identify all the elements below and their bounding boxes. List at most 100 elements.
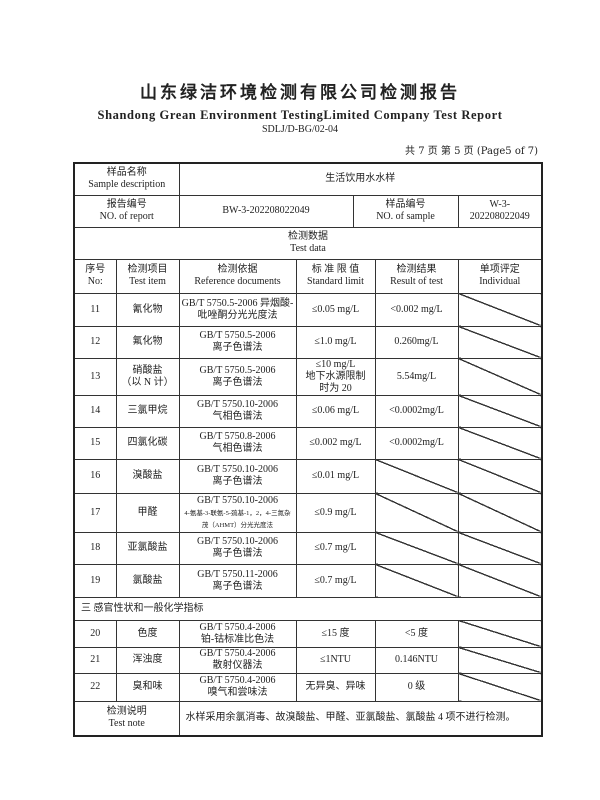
individual-evaluation bbox=[457, 292, 543, 327]
report-subtitle: Shandong Grean Environment TestingLimite… bbox=[97, 108, 503, 122]
document-code: SDLJ/D-BG/02-04 bbox=[261, 124, 339, 135]
individual-evaluation bbox=[457, 426, 543, 460]
test-result: <0.0002mg/L bbox=[374, 394, 459, 428]
reference-document: GB/T 5750.10-2006 离子色谱法 bbox=[178, 458, 297, 494]
column-header-reference: 检测依据 Reference documents bbox=[178, 258, 297, 294]
standard-limit: ≤0.7 mg/L bbox=[295, 531, 376, 565]
test-item: 臭和味 bbox=[115, 672, 180, 702]
test-result: 0 级 bbox=[374, 672, 459, 702]
test-result bbox=[374, 458, 459, 494]
table-row: 18 亚氯酸盐 GB/T 5750.10-2006 离子色谱法 ≤0.7 mg/L bbox=[73, 531, 543, 565]
reference-method: 4-氨基-3-联氨-5-巯基-1，2，4-三氮杂茂（AHMT）分光光度法 bbox=[184, 509, 291, 529]
reference-document: GB/T 5750.4-2006 铂-钴标准比色法 bbox=[178, 619, 297, 648]
standard-limit: ≤15 度 bbox=[295, 619, 376, 648]
test-item: 硝酸盐 （以 N 计） bbox=[115, 357, 180, 396]
sample-number-label: 样品编号 NO. of sample bbox=[352, 194, 459, 228]
row-number: 16 bbox=[73, 458, 117, 494]
standard-limit: ≤1NTU bbox=[295, 646, 376, 674]
individual-evaluation bbox=[457, 492, 543, 533]
test-result: <0.0002mg/L bbox=[374, 426, 459, 460]
test-item: 氟化物 bbox=[115, 325, 180, 359]
column-header-result: 检测结果 Result of test bbox=[374, 258, 459, 294]
standard-limit: ≤0.002 mg/L bbox=[295, 426, 376, 460]
individual-evaluation bbox=[457, 672, 543, 702]
test-item: 溴酸盐 bbox=[115, 458, 180, 494]
row-number: 22 bbox=[73, 672, 117, 702]
reference-document: GB/T 5750.5-2006 离子色谱法 bbox=[178, 325, 297, 359]
reference-document: GB/T 5750.10-2006 离子色谱法 bbox=[178, 531, 297, 565]
standard-limit: ≤0.05 mg/L bbox=[295, 292, 376, 327]
test-item: 浑浊度 bbox=[115, 646, 180, 674]
reference-document: GB/T 5750.11-2006 离子色谱法 bbox=[178, 563, 297, 598]
test-item: 三氯甲烷 bbox=[115, 394, 180, 428]
report-number-label: 报告编号 NO. of report bbox=[73, 194, 180, 228]
column-header-no: 序号 No: bbox=[73, 258, 117, 294]
individual-evaluation bbox=[457, 531, 543, 565]
row-number: 21 bbox=[73, 646, 117, 674]
test-report-table: 样品名称 Sample description 生活饮用水水样 报告编号 NO. o… bbox=[73, 162, 544, 737]
standard-limit: ≤1.0 mg/L bbox=[295, 325, 376, 359]
standard-limit: 无异臭、异味 bbox=[295, 672, 376, 702]
test-result: <0.002 mg/L bbox=[374, 292, 459, 327]
sample-description-label: 样品名称 Sample description bbox=[73, 162, 180, 196]
column-header-individual: 单项评定 Individual bbox=[457, 258, 543, 294]
test-result: 0.260mg/L bbox=[374, 325, 459, 359]
report-number-value: BW-3-202208022049 bbox=[178, 194, 354, 228]
test-result bbox=[374, 563, 459, 598]
section-row: 三 感官性状和一般化学指标 bbox=[73, 596, 543, 621]
standard-limit: ≤0.01 mg/L bbox=[295, 458, 376, 494]
test-item: 四氯化碳 bbox=[115, 426, 180, 460]
column-header-limit: 标 准 限 值 Standard limit bbox=[295, 258, 376, 294]
individual-evaluation bbox=[457, 325, 543, 359]
table-row: 21 浑浊度 GB/T 5750.4-2006 散射仪器法 ≤1NTU 0.146NTU bbox=[73, 646, 543, 674]
test-data-heading-row: 检测数据 Test data bbox=[73, 226, 543, 260]
individual-evaluation bbox=[457, 394, 543, 428]
standard-limit: ≤0.06 mg/L bbox=[295, 394, 376, 428]
row-number: 13 bbox=[73, 357, 117, 396]
standard-limit: ≤0.7 mg/L bbox=[295, 563, 376, 598]
table-row: 14 三氯甲烷 GB/T 5750.10-2006 气相色谱法 ≤0.06 mg/L <0… bbox=[73, 394, 543, 428]
table-row: 12 氟化物 GB/T 5750.5-2006 离子色谱法 ≤1.0 mg/L 0.260… bbox=[73, 325, 543, 359]
reference-document: GB/T 5750.4-2006 散射仪器法 bbox=[178, 646, 297, 674]
reference-document: GB/T 5750.10-2006 气相色谱法 bbox=[178, 394, 297, 428]
row-number: 11 bbox=[73, 292, 117, 327]
column-header-row: 序号 No: 检测项目 Test item 检测依据 Reference docume… bbox=[73, 258, 543, 294]
test-note-text: 水样采用余氯消毒、故溴酸盐、甲醛、亚氯酸盐、氯酸盐 4 项不进行检测。 bbox=[178, 700, 543, 737]
table-row: 11 氰化物 GB/T 5750.5-2006 异烟酸-吡唑酮分光光度法 ≤0.05 … bbox=[73, 292, 543, 327]
report-number-row: 报告编号 NO. of report BW-3-202208022049 样品编号… bbox=[73, 194, 543, 228]
test-item: 氰化物 bbox=[115, 292, 180, 327]
reference-document: GB/T 5750.5-2006 异烟酸-吡唑酮分光光度法 bbox=[178, 292, 297, 327]
row-number: 12 bbox=[73, 325, 117, 359]
test-note-label: 检测说明 Test note bbox=[73, 700, 180, 737]
row-number: 17 bbox=[73, 492, 117, 533]
test-item: 色度 bbox=[115, 619, 180, 648]
reference-document: GB/T 5750.10-2006 4-氨基-3-联氨-5-巯基-1，2，4-三氮… bbox=[178, 492, 297, 533]
standard-limit: ≤10 mg/L 地下水源限制 时为 20 bbox=[295, 357, 376, 396]
row-number: 15 bbox=[73, 426, 117, 460]
individual-evaluation bbox=[457, 619, 543, 648]
table-row: 22 臭和味 GB/T 5750.4-2006 嗅气和尝味法 无异臭、异味 0 级 bbox=[73, 672, 543, 702]
test-result bbox=[374, 492, 459, 533]
table-row: 16 溴酸盐 GB/T 5750.10-2006 离子色谱法 ≤0.01 mg/L bbox=[73, 458, 543, 494]
test-result bbox=[374, 531, 459, 565]
report-title: 山东绿洁环境检测有限公司检测报告 bbox=[140, 83, 460, 103]
test-item: 亚氯酸盐 bbox=[115, 531, 180, 565]
column-header-item: 检测项目 Test item bbox=[115, 258, 180, 294]
page-number: 共 7 页 第 5 页 (Page5 of 7) bbox=[405, 146, 538, 157]
row-number: 20 bbox=[73, 619, 117, 648]
test-data-heading: 检测数据 Test data bbox=[73, 226, 543, 260]
test-result: 0.146NTU bbox=[374, 646, 459, 674]
test-result: 5.54mg/L bbox=[374, 357, 459, 396]
table-row: 15 四氯化碳 GB/T 5750.8-2006 气相色谱法 ≤0.002 mg/L <0… bbox=[73, 426, 543, 460]
table-row: 20 色度 GB/T 5750.4-2006 铂-钴标准比色法 ≤15 度 <5 度 bbox=[73, 619, 543, 648]
reference-document: GB/T 5750.8-2006 气相色谱法 bbox=[178, 426, 297, 460]
individual-evaluation bbox=[457, 357, 543, 396]
individual-evaluation bbox=[457, 458, 543, 494]
individual-evaluation bbox=[457, 563, 543, 598]
test-item: 甲醛 bbox=[115, 492, 180, 533]
reference-document: GB/T 5750.5-2006 离子色谱法 bbox=[178, 357, 297, 396]
sample-number-value: W-3-202208022049 bbox=[457, 194, 543, 228]
table-row: 19 氯酸盐 GB/T 5750.11-2006 离子色谱法 ≤0.7 mg/L bbox=[73, 563, 543, 598]
section-heading: 三 感官性状和一般化学指标 bbox=[73, 596, 543, 621]
individual-evaluation bbox=[457, 646, 543, 674]
